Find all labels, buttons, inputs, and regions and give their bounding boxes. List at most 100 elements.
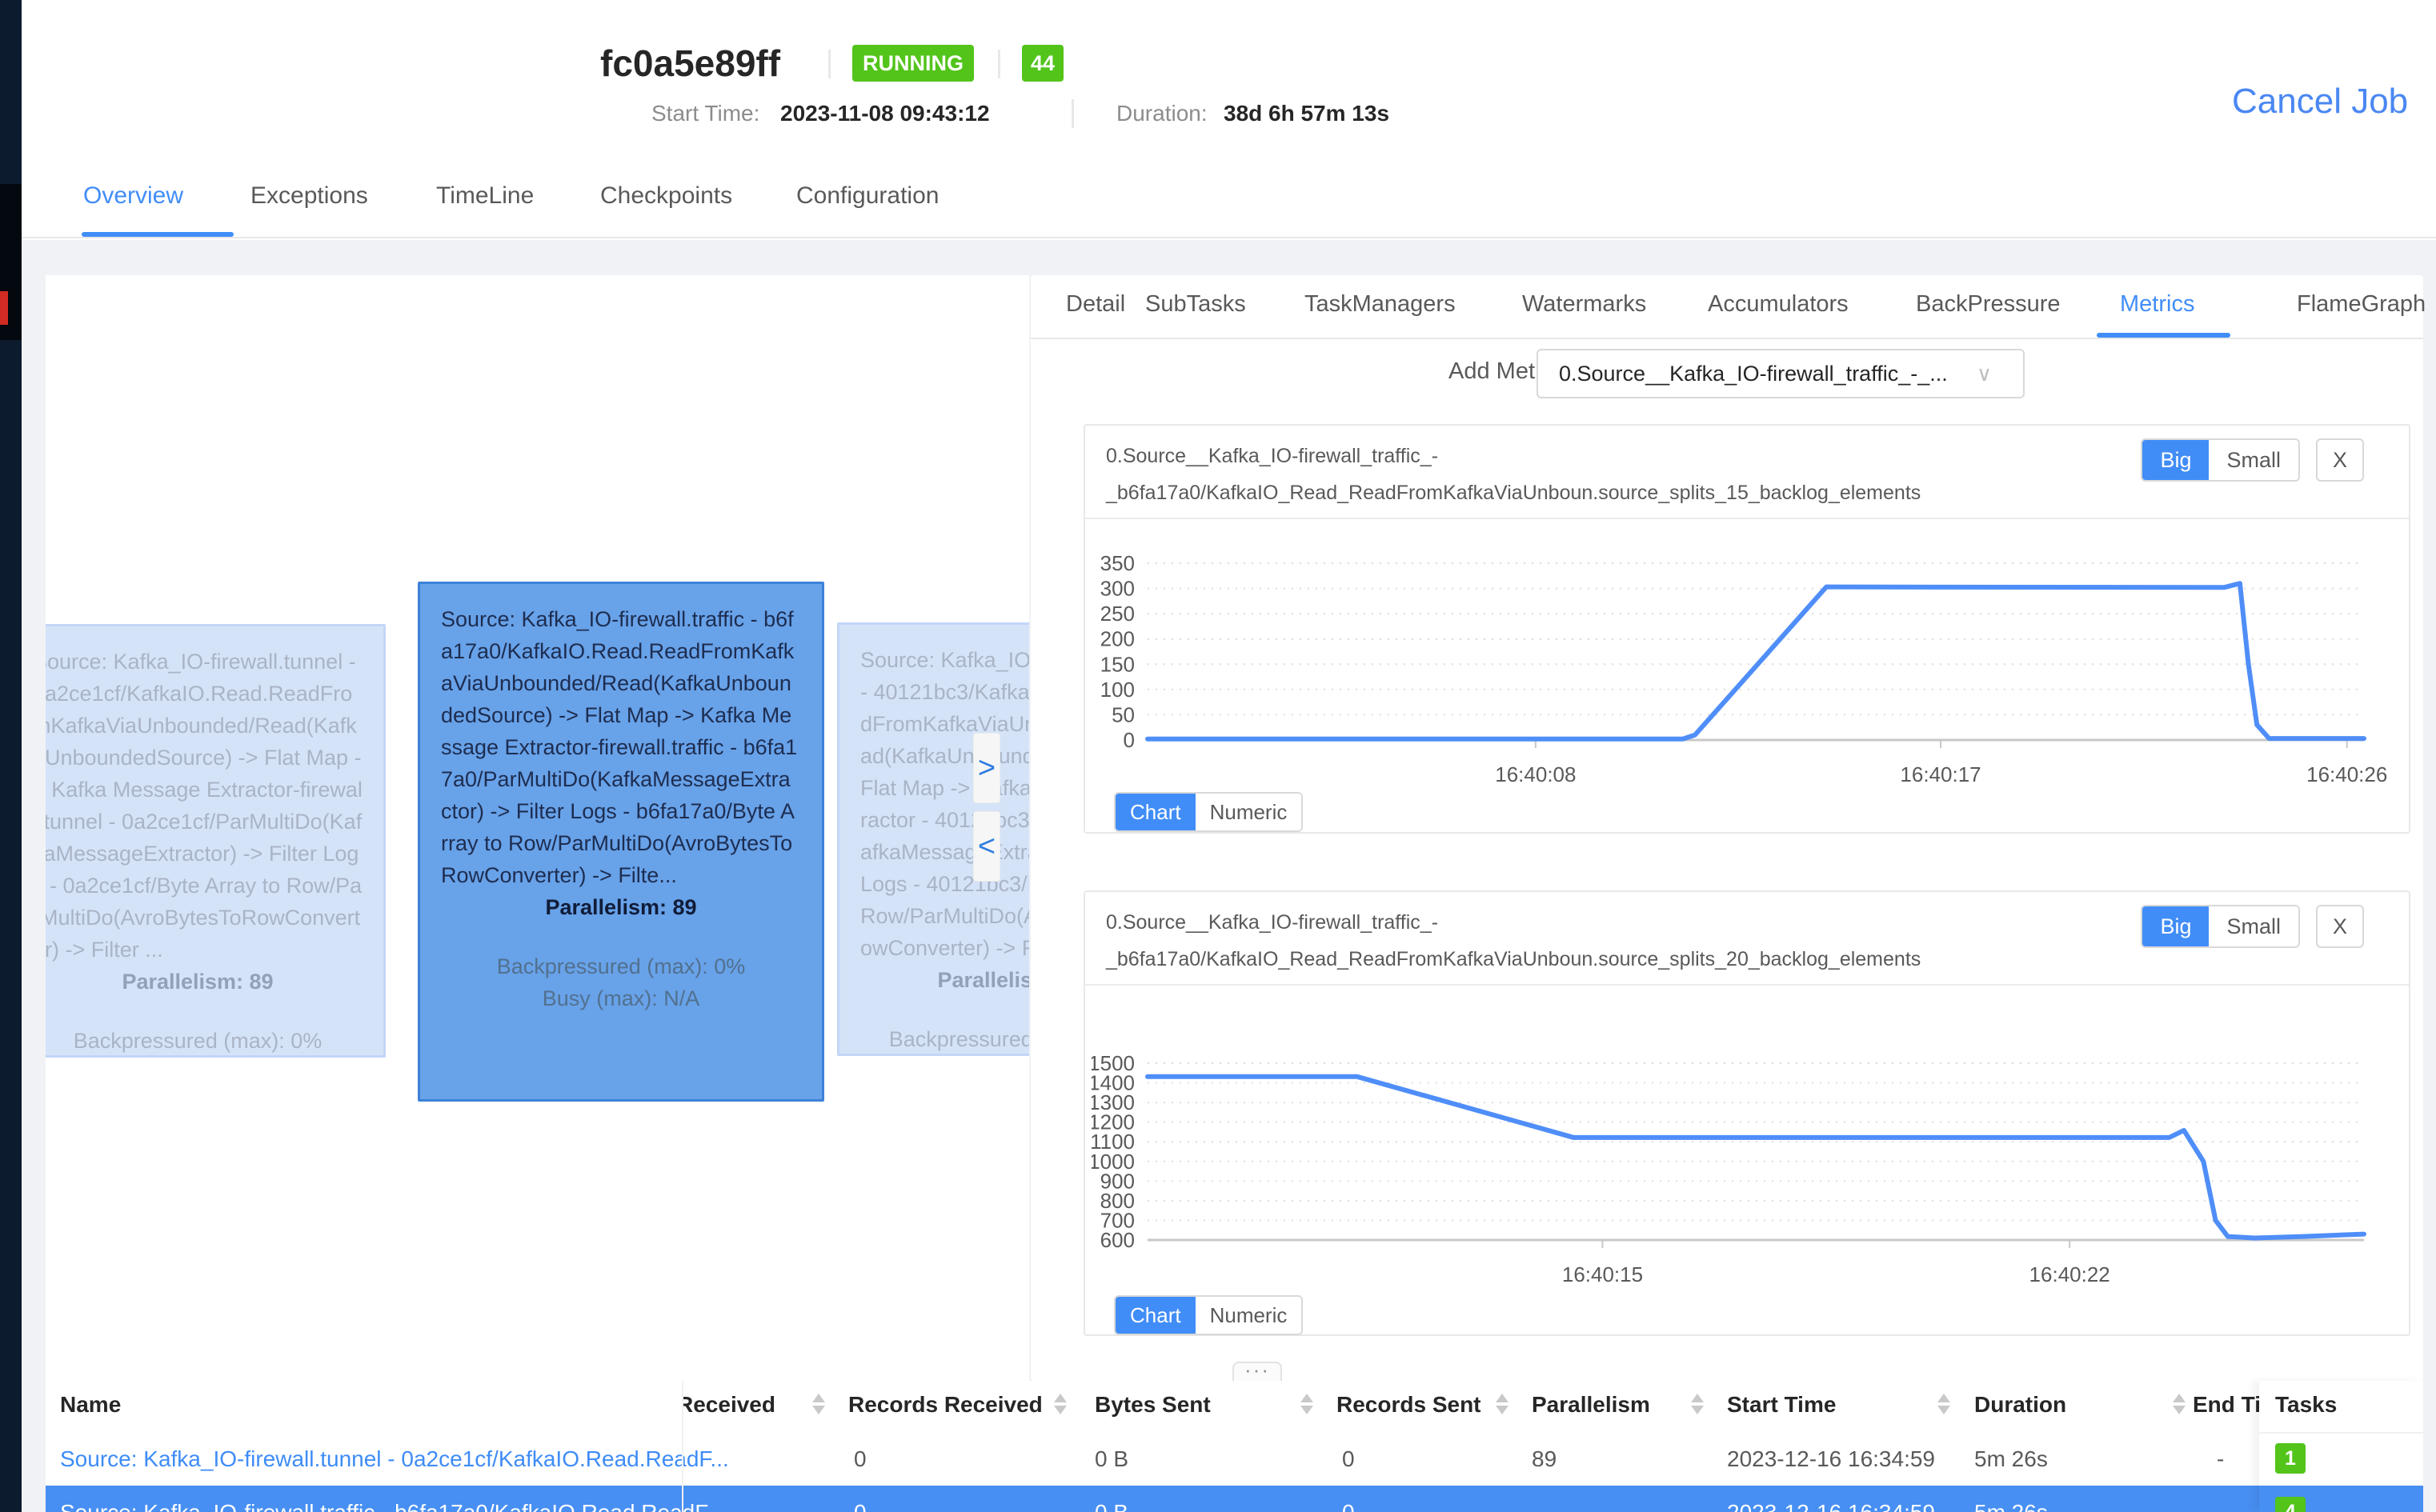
header-duration[interactable]: Duration bbox=[1974, 1392, 2067, 1417]
header-start-time[interactable]: Start Time bbox=[1727, 1392, 1837, 1417]
table-row-selected[interactable]: Source: Kafka_IO-firewall.traffic - b6fa… bbox=[46, 1486, 2423, 1512]
svg-text:1400: 1400 bbox=[1092, 1071, 1135, 1095]
svg-text:1100: 1100 bbox=[1092, 1130, 1135, 1154]
tab-watermarks[interactable]: Watermarks bbox=[1522, 291, 1647, 317]
chart-numeric-toggle: Chart Numeric bbox=[1114, 792, 1304, 832]
tab-flamegraph[interactable]: FlameGraph bbox=[2297, 291, 2426, 317]
header-bytes-sent[interactable]: Bytes Sent bbox=[1095, 1392, 1211, 1417]
selected-row-tasks-cell: 4 bbox=[2259, 1486, 2423, 1512]
metric-card-splits-20: 0.Source__Kafka_IO-firewall_traffic_- _b… bbox=[1084, 890, 2410, 1336]
sort-icon[interactable] bbox=[1496, 1394, 1508, 1418]
svg-text:1300: 1300 bbox=[1092, 1090, 1135, 1114]
close-icon[interactable]: X bbox=[2316, 438, 2364, 482]
svg-text:150: 150 bbox=[1100, 652, 1135, 676]
node-description: Source: Kafka_IO-firewall.traffic - b6fa… bbox=[441, 607, 798, 887]
numeric-button[interactable]: Numeric bbox=[1195, 794, 1302, 830]
count-badge: 44 bbox=[1022, 45, 1064, 82]
chart-button[interactable]: Chart bbox=[1116, 1297, 1196, 1334]
panel-resize-handle[interactable]: ··· bbox=[1232, 1359, 1282, 1382]
vertices-table: Name Received Records Received Bytes Sen… bbox=[46, 1381, 2423, 1512]
tab-taskmanagers[interactable]: TaskManagers bbox=[1304, 291, 1456, 317]
graph-node-tunnel[interactable]: Source: Kafka_IO-firewall.tunnel - 0a2ce… bbox=[46, 624, 386, 1058]
header-tasks[interactable]: Tasks bbox=[2275, 1392, 2338, 1417]
header-records-received[interactable]: Records Received bbox=[848, 1392, 1043, 1417]
size-toggle: Big Small bbox=[2141, 905, 2300, 948]
detail-tab-bar: Detail SubTasks TaskManagers Watermarks … bbox=[1031, 275, 2426, 339]
header-separator bbox=[1072, 99, 1074, 128]
big-button[interactable]: Big bbox=[2142, 440, 2210, 480]
small-button[interactable]: Small bbox=[2209, 906, 2298, 946]
graph-next-button[interactable]: > bbox=[973, 733, 1000, 803]
add-metric-select[interactable]: 0.Source__Kafka_IO-firewall_traffic_-_..… bbox=[1537, 349, 2025, 398]
header-bytes-received[interactable]: Received bbox=[682, 1392, 775, 1417]
header-separator bbox=[828, 50, 831, 78]
cell-end-time: - bbox=[2217, 1446, 2225, 1471]
svg-text:100: 100 bbox=[1100, 678, 1135, 702]
tab-detail[interactable]: Detail bbox=[1066, 291, 1126, 317]
vertex-name-link[interactable]: Source: Kafka_IO-firewall.tunnel - 0a2ce… bbox=[60, 1446, 729, 1471]
svg-text:250: 250 bbox=[1100, 602, 1135, 626]
metric-title-line2: _b6fa17a0/KafkaIO_Read_ReadFromKafkaViaU… bbox=[1106, 482, 1921, 504]
duration-value: 38d 6h 57m 13s bbox=[1224, 101, 1390, 126]
node-backpressured: Backpressured (max): 0% bbox=[73, 1029, 323, 1053]
node-busy: Busy (max): N/A bbox=[542, 986, 700, 1010]
sort-icon[interactable] bbox=[1054, 1394, 1067, 1418]
header-name[interactable]: Name bbox=[60, 1392, 122, 1417]
sort-icon[interactable] bbox=[1300, 1394, 1313, 1418]
cancel-job-button[interactable]: Cancel Job bbox=[2232, 82, 2409, 121]
cell-duration: 5m 26s bbox=[1974, 1500, 2048, 1512]
start-time-label: Start Time: bbox=[651, 101, 760, 126]
graph-node-third[interactable]: Source: Kafka_IO-firewall.tunh - 40121bc… bbox=[837, 622, 1029, 1056]
svg-text:1500: 1500 bbox=[1092, 1052, 1135, 1075]
svg-text:600: 600 bbox=[1100, 1228, 1135, 1252]
tab-checkpoints[interactable]: Checkpoints bbox=[600, 182, 733, 209]
tab-timeline[interactable]: TimeLine bbox=[436, 182, 535, 209]
size-toggle: Big Small bbox=[2141, 438, 2300, 482]
sort-icon[interactable] bbox=[1691, 1394, 1704, 1418]
cell-duration: 5m 26s bbox=[1974, 1446, 2048, 1471]
numeric-button[interactable]: Numeric bbox=[1195, 1297, 1302, 1334]
chevron-left-icon: < bbox=[977, 829, 996, 863]
chart-button[interactable]: Chart bbox=[1116, 794, 1196, 830]
close-icon[interactable]: X bbox=[2316, 905, 2364, 948]
cell-records-received: 0 bbox=[854, 1446, 867, 1471]
svg-text:350: 350 bbox=[1100, 552, 1135, 575]
name-column-divider bbox=[682, 1381, 683, 1512]
table-row[interactable]: Source: Kafka_IO-firewall.tunnel - 0a2ce… bbox=[46, 1432, 2423, 1486]
metric-title-line2: _b6fa17a0/KafkaIO_Read_ReadFromKafkaViaU… bbox=[1106, 948, 1921, 970]
duration-label: Duration: bbox=[1116, 101, 1208, 126]
status-badge: RUNNING bbox=[852, 45, 974, 82]
tab-overview[interactable]: Overview bbox=[83, 182, 184, 209]
chevron-right-icon: > bbox=[977, 750, 996, 785]
tab-subtasks[interactable]: SubTasks bbox=[1145, 291, 1246, 317]
sort-icon[interactable] bbox=[812, 1394, 825, 1418]
svg-text:800: 800 bbox=[1100, 1189, 1135, 1213]
cell-bytes-sent: 0 B bbox=[1095, 1446, 1129, 1471]
sort-icon[interactable] bbox=[1937, 1394, 1950, 1418]
header-separator bbox=[998, 50, 1000, 78]
active-tab-underline bbox=[2097, 333, 2230, 338]
metric-card-splits-15: 0.Source__Kafka_IO-firewall_traffic_- _b… bbox=[1084, 424, 2410, 834]
tab-exceptions[interactable]: Exceptions bbox=[250, 182, 368, 209]
graph-prev-button[interactable]: < bbox=[973, 811, 1000, 882]
tab-configuration[interactable]: Configuration bbox=[796, 182, 940, 209]
active-tab-underline bbox=[82, 232, 234, 237]
node-parallelism: Parallelism: 89 bbox=[545, 895, 697, 919]
graph-node-traffic[interactable]: Source: Kafka_IO-firewall.traffic - b6fa… bbox=[418, 582, 824, 1102]
header-parallelism[interactable]: Parallelism bbox=[1532, 1392, 1650, 1417]
small-button[interactable]: Small bbox=[2209, 440, 2298, 480]
tab-metrics[interactable]: Metrics bbox=[2120, 291, 2195, 317]
big-button[interactable]: Big bbox=[2142, 906, 2210, 946]
start-time-value: 2023-11-08 09:43:12 bbox=[780, 101, 990, 126]
svg-text:1200: 1200 bbox=[1092, 1110, 1135, 1134]
svg-text:16:40:15: 16:40:15 bbox=[1562, 1262, 1643, 1286]
tab-backpressure[interactable]: BackPressure bbox=[1916, 291, 2061, 317]
sort-icon[interactable] bbox=[2173, 1394, 2186, 1418]
svg-text:1000: 1000 bbox=[1092, 1150, 1135, 1174]
vertex-name-link[interactable]: Source: Kafka_IO-firewall.traffic - b6fa… bbox=[60, 1500, 725, 1512]
tab-accumulators[interactable]: Accumulators bbox=[1708, 291, 1849, 317]
main-tab-bar: Overview Exceptions TimeLine Checkpoints… bbox=[22, 160, 2436, 238]
header-records-sent[interactable]: Records Sent bbox=[1336, 1392, 1481, 1417]
